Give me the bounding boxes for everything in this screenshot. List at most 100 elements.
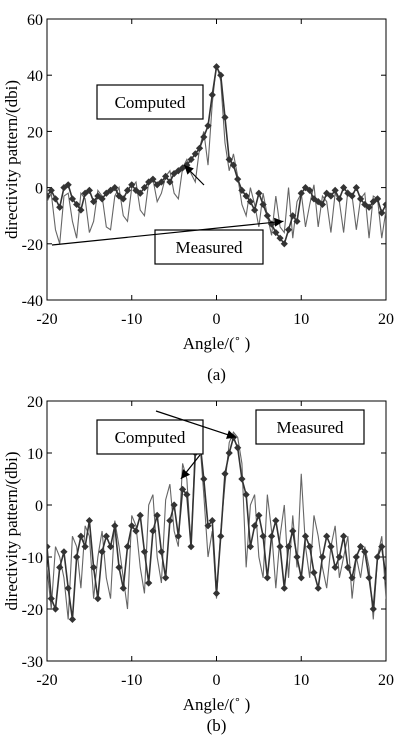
- data-point: [47, 186, 55, 195]
- data-point: [246, 198, 254, 206]
- data-point: [356, 543, 365, 551]
- data-point: [301, 532, 310, 540]
- data-point: [280, 240, 288, 248]
- data-point: [348, 574, 356, 582]
- data-point: [149, 175, 157, 183]
- data-point: [251, 522, 259, 530]
- annotation-label: Computed: [115, 428, 186, 447]
- data-point: [56, 563, 64, 571]
- data-point: [272, 517, 280, 525]
- data-point: [208, 91, 216, 99]
- data-point: [47, 543, 51, 551]
- data-point: [263, 574, 271, 582]
- x-tick-label: -20: [36, 311, 57, 328]
- data-point: [47, 595, 55, 603]
- data-point: [323, 532, 331, 540]
- data-point: [344, 563, 352, 571]
- y-tick-label: 0: [35, 498, 43, 515]
- data-point: [166, 178, 174, 186]
- data-point: [119, 195, 127, 203]
- data-point: [56, 203, 64, 211]
- data-point: [297, 189, 305, 197]
- y-tick-label: -20: [22, 237, 43, 254]
- y-axis-label: directivity pattern/(dbi): [2, 451, 21, 610]
- data-point: [306, 186, 314, 195]
- data-point: [259, 532, 267, 540]
- data-point: [102, 532, 110, 540]
- data-point: [284, 226, 293, 234]
- data-point: [170, 501, 178, 509]
- data-point: [166, 517, 174, 525]
- data-point: [293, 553, 301, 561]
- x-tick-label: 20: [378, 672, 394, 689]
- data-point: [352, 184, 360, 192]
- data-point: [136, 189, 144, 197]
- data-point: [280, 584, 288, 592]
- data-point: [111, 184, 119, 192]
- data-point: [81, 543, 89, 551]
- annotation-box: [255, 409, 365, 445]
- data-point: [331, 186, 339, 195]
- data-point: [208, 517, 216, 525]
- data-point: [77, 206, 85, 214]
- data-point: [276, 234, 284, 242]
- data-point: [123, 186, 132, 195]
- data-point: [238, 475, 246, 483]
- data-point: [340, 532, 348, 540]
- annotation-label: Computed: [115, 93, 186, 112]
- data-point: [225, 449, 233, 457]
- data-point: [94, 595, 102, 603]
- data-point: [234, 444, 242, 452]
- data-point: [140, 184, 149, 192]
- arrowhead: [180, 469, 191, 479]
- data-point: [191, 150, 199, 158]
- data-point: [64, 181, 72, 189]
- data-point: [306, 543, 314, 551]
- data-point: [327, 543, 335, 551]
- arrowhead: [274, 217, 284, 227]
- data-point: [255, 189, 263, 197]
- data-point: [140, 548, 149, 556]
- data-point: [318, 200, 327, 209]
- x-tick-label: 10: [293, 672, 309, 689]
- data-point: [68, 615, 77, 623]
- data-point: [68, 195, 77, 203]
- x-tick-label: 0: [213, 311, 221, 328]
- data-point: [111, 522, 119, 530]
- data-point: [289, 212, 297, 220]
- data-point: [179, 485, 187, 493]
- data-point: [356, 195, 365, 203]
- data-point: [212, 63, 221, 71]
- annotation-box: [96, 419, 204, 455]
- plot-area: [47, 431, 386, 623]
- data-point: [373, 553, 382, 561]
- data-point: [90, 563, 98, 571]
- data-point: [174, 532, 182, 540]
- data-point: [255, 511, 263, 519]
- data-point: [200, 475, 208, 483]
- data-point: [318, 553, 327, 561]
- panel-caption: (b): [207, 716, 227, 735]
- x-tick-label: -10: [121, 672, 142, 689]
- data-point: [382, 574, 386, 582]
- annotation-box: [154, 229, 264, 265]
- data-point: [90, 198, 98, 206]
- data-point: [297, 574, 305, 582]
- data-point: [212, 589, 221, 597]
- data-point: [217, 532, 225, 540]
- data-point: [123, 543, 132, 551]
- data-point: [246, 543, 254, 551]
- data-point: [60, 548, 68, 556]
- data-point: [314, 584, 322, 592]
- data-point: [221, 470, 229, 478]
- annotation-label: Measured: [276, 418, 344, 437]
- plot-area: [47, 63, 386, 248]
- data-point: [47, 192, 51, 200]
- data-point: [348, 192, 356, 200]
- data-point: [187, 155, 195, 164]
- data-point: [310, 195, 318, 203]
- annotation-label: Measured: [175, 238, 243, 257]
- data-point: [259, 200, 267, 209]
